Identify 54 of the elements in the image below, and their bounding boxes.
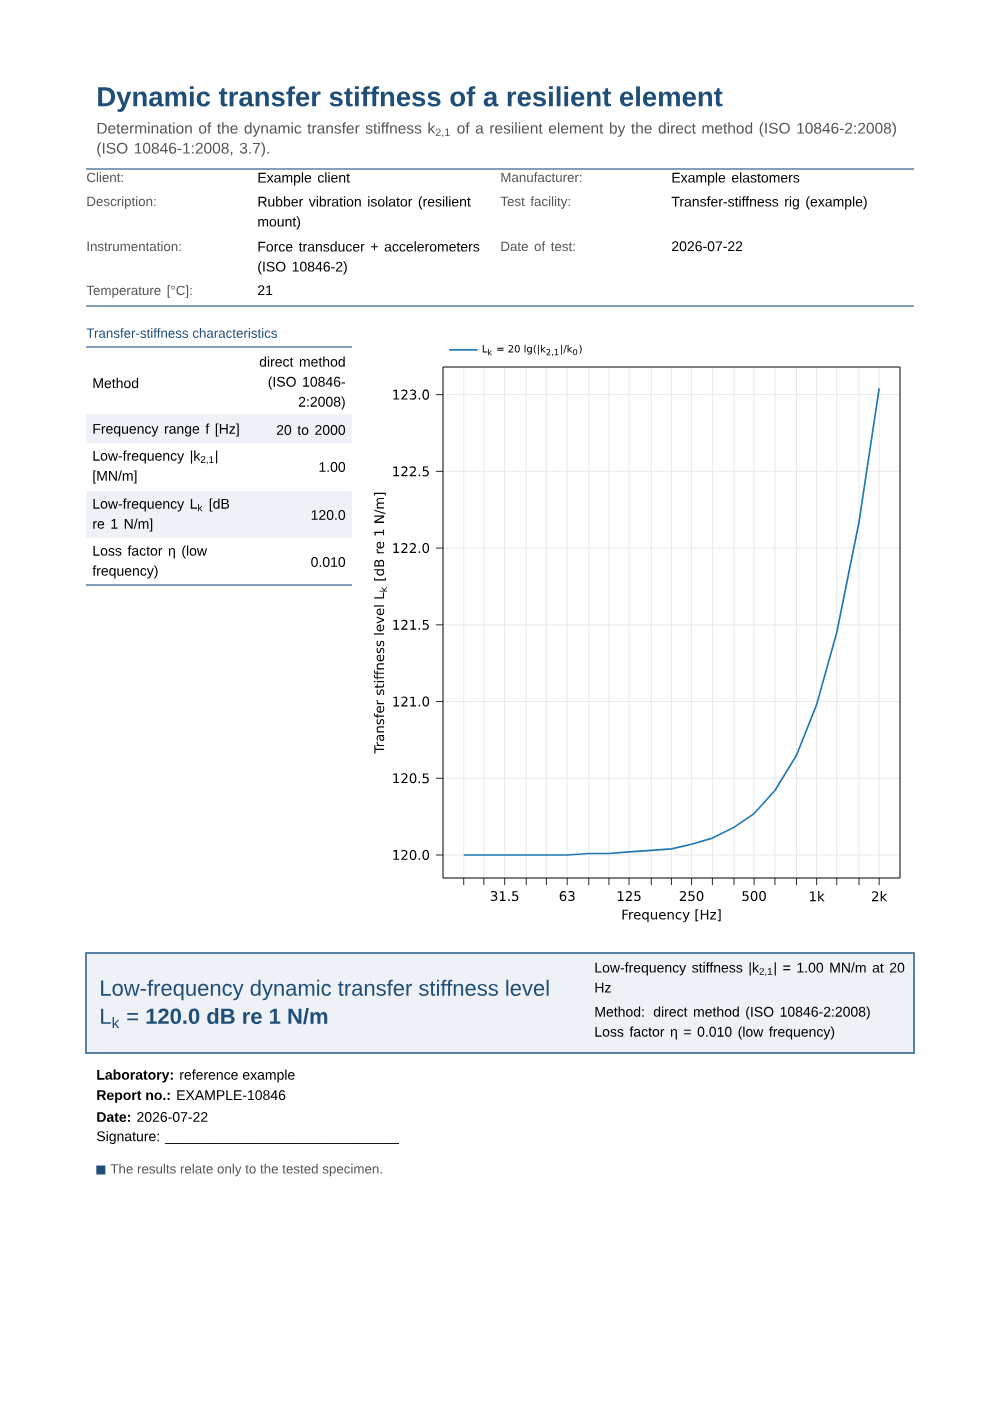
text: L$_{k}$ = 120.0 dB re 1 N/m (101, 1007, 328, 1029)
text: Determination of the dynamic transfer stiffness k$_{2,1}$ of a resilient element by the direct method (ISO 10846-2:2008) (ISO 10846-1:2008, 3.7). (97, 122, 896, 157)
text: Example client (258, 172, 350, 186)
text: Date of test: (501, 241, 575, 252)
text: Client: (87, 172, 123, 183)
text: Method (93, 377, 139, 389)
text: direct method (ISO 10846-2:2008) (259, 356, 346, 410)
x-tick-label: 63 (559, 891, 575, 902)
chart-title: Dynamic transfer stiffness of a resilient element (98, 86, 723, 112)
text: Transfer-stiffness rig (example) (671, 196, 867, 210)
y-tick-label: 122.5 (393, 466, 429, 477)
text: Instrumentation: (87, 241, 181, 252)
text: Signature: ______________________________ (96, 1130, 400, 1145)
text: Loss factor η (low frequency) (92, 545, 208, 579)
x-tick-label: 125 (617, 891, 641, 902)
text: Example elastomers (672, 172, 800, 186)
x-tick-label: 31.5 (490, 891, 519, 902)
text: Test facility: (500, 196, 570, 209)
text: Low-frequency stiffness |k$_{2,1}$| = 1.00 MN/m at 20 Hz (595, 962, 905, 993)
text: Method: direct method (ISO 10846-2:2008) (595, 1006, 870, 1020)
text: Rubber vibration isolator (resilient mount) (258, 196, 471, 230)
x-tick-label: 1k (809, 891, 825, 902)
text: Low-frequency dynamic transfer stiffness level (101, 979, 549, 1001)
text: Transfer-stiffness characteristics (86, 328, 278, 338)
text: Laboratory: reference example (97, 1069, 295, 1083)
x-tick-label: 250 (679, 891, 704, 902)
text: Loss factor η = 0.010 (low frequency) (595, 1026, 835, 1040)
x-tick-label: 2k (872, 891, 888, 902)
legend-label: L$_{k}$ = 20 lg(|k$_{2,1}$|/k$_{0}$) (482, 344, 582, 357)
x-tick-label: 500 (742, 891, 766, 902)
text: 0.010 (311, 557, 346, 567)
text: Temperature [°C]: (86, 285, 192, 298)
text: 2026-07-22 (672, 241, 743, 252)
x-axis-title: Frequency [Hz] (622, 909, 721, 923)
y-tick-label: 121.0 (393, 696, 430, 707)
y-tick-label: 120.0 (393, 849, 430, 861)
text: Description: (87, 196, 156, 209)
text: 120.0 (311, 510, 346, 520)
text: Date: 2026-07-22 (97, 1112, 208, 1122)
text: 21 (258, 285, 273, 296)
y-tick-label: 122.0 (393, 543, 430, 554)
text: Frequency range f [Hz] (93, 423, 239, 437)
text: 1.00 (319, 462, 346, 472)
y-axis-title: Transfer stiffness level L$_{k}$ [dB re 1 N/m] (373, 492, 388, 754)
text: Manufacturer: (501, 172, 582, 183)
text: Low-frequency |k$_{2,1}$| [MN/m] (93, 450, 218, 484)
text: The results relate only to the tested specimen. (110, 1163, 382, 1177)
y-tick-label: 121.5 (393, 619, 429, 630)
text: Force transducer + accelerometers (ISO 10846-2) (258, 241, 480, 275)
y-tick-label: 123.0 (393, 389, 430, 400)
text: Low-frequency L$_{k}$ [dB re 1 N/m] (93, 498, 230, 532)
y-tick-label: 120.5 (393, 773, 429, 784)
text: Report no.: EXAMPLE-10846 (97, 1090, 286, 1103)
text: 20 to 2000 (276, 425, 346, 435)
